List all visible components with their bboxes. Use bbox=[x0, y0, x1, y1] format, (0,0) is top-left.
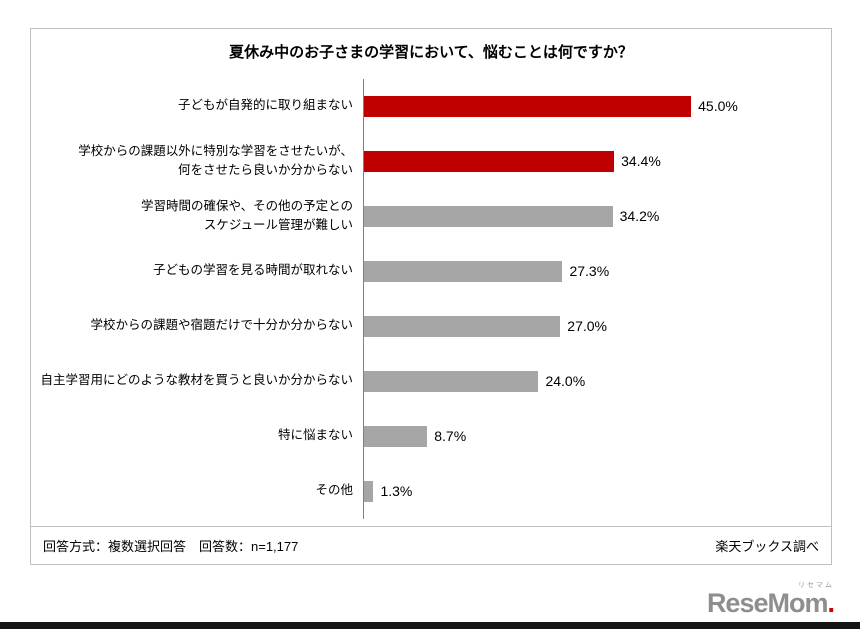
bar bbox=[364, 315, 561, 337]
category-label: 特に悩まない bbox=[277, 428, 353, 443]
bar-track: 1.3% bbox=[363, 463, 813, 519]
value-label: 1.3% bbox=[380, 483, 413, 499]
value-label: 34.4% bbox=[621, 153, 661, 169]
bar-row: 学習時間の確保や、その他の予定との スケジュール管理が難しい 34.2% bbox=[31, 188, 813, 244]
value-label: 27.3% bbox=[569, 263, 610, 279]
bar bbox=[364, 480, 374, 502]
bar-track: 34.2% bbox=[363, 188, 813, 244]
category-label: 自主学習用にどのような教材を買うと良いか分からない bbox=[40, 373, 353, 388]
category-label: 学校からの課題以外に特別な学習をさせたいが、 何をさせたら良いか分からない bbox=[78, 143, 353, 177]
chart-panel: 夏休み中のお子さまの学習において、悩むことは何ですか？ 子どもが自発的に取り組ま… bbox=[30, 28, 832, 565]
category-label: 子どもが自発的に取り組まない bbox=[177, 98, 353, 113]
footer-note-source: 楽天ブックス調べ bbox=[715, 539, 819, 554]
category-label: その他 bbox=[315, 483, 353, 498]
bar-row: 特に悩まない 8.7% bbox=[31, 408, 813, 464]
bar bbox=[364, 150, 615, 172]
bar-track: 27.0% bbox=[363, 298, 813, 354]
bar-row: 学校からの課題以外に特別な学習をさせたいが、 何をさせたら良いか分からない 34.… bbox=[31, 133, 813, 189]
chart-title: 夏休み中のお子さまの学習において、悩むことは何ですか？ bbox=[229, 44, 633, 61]
resemom-logo-text: ReseMom. bbox=[706, 588, 835, 618]
chart-footer: 回答方式：複数選択回答 回答数：n=1,177 楽天ブックス調べ bbox=[31, 526, 831, 564]
bar-track: 34.4% bbox=[363, 133, 813, 189]
bar-row: 子どもが自発的に取り組まない 45.0% bbox=[31, 78, 813, 134]
footer-note-method: 回答方式：複数選択回答 回答数：n=1,177 bbox=[43, 539, 299, 554]
bar bbox=[364, 425, 428, 447]
bar-row: 自主学習用にどのような教材を買うと良いか分からない 24.0% bbox=[31, 353, 813, 409]
resemom-logo-wordmark: ReseMom bbox=[706, 588, 829, 618]
resemom-logo-dot: . bbox=[827, 588, 834, 618]
value-label: 45.0% bbox=[698, 98, 738, 114]
bar-track: 24.0% bbox=[363, 353, 813, 409]
category-label: 子どもの学習を見る時間が取れない bbox=[152, 263, 353, 278]
resemom-logo: リセマム ReseMom. bbox=[706, 582, 835, 618]
resemom-logo-ruby: リセマム bbox=[798, 582, 834, 589]
bar-row: その他 1.3% bbox=[31, 463, 813, 519]
bottom-black-bar bbox=[0, 622, 860, 629]
bar bbox=[364, 205, 613, 227]
bar bbox=[364, 260, 563, 282]
bar bbox=[364, 370, 539, 392]
value-label: 24.0% bbox=[545, 373, 586, 389]
bar-chart: 子どもが自発的に取り組まない 45.0% 学校からの課題以外に特別な学習をさせたいが… bbox=[31, 78, 831, 527]
bar-row: 学校からの課題や宿題だけで十分か分からない 27.0% bbox=[31, 298, 813, 354]
value-label: 8.7% bbox=[434, 428, 467, 444]
category-label: 学校からの課題や宿題だけで十分か分からない bbox=[90, 318, 353, 333]
value-label: 27.0% bbox=[567, 318, 607, 334]
bar-track: 8.7% bbox=[363, 408, 813, 464]
bar-track: 45.0% bbox=[363, 78, 813, 134]
bar bbox=[364, 95, 692, 117]
bar-track: 27.3% bbox=[363, 243, 813, 299]
bar-row: 子どもの学習を見る時間が取れない 27.3% bbox=[31, 243, 813, 299]
value-label: 34.2% bbox=[619, 208, 660, 224]
category-label: 学習時間の確保や、その他の予定との スケジュール管理が難しい bbox=[140, 198, 353, 232]
